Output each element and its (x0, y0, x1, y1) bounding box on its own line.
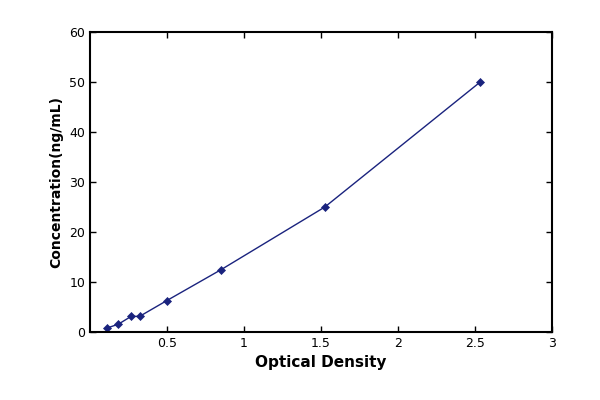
Y-axis label: Concentration(ng/mL): Concentration(ng/mL) (50, 96, 64, 268)
X-axis label: Optical Density: Optical Density (255, 356, 387, 370)
